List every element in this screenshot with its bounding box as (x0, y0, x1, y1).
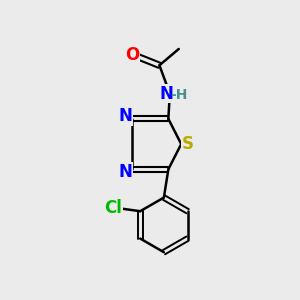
Text: N: N (119, 163, 133, 181)
Text: S: S (182, 135, 194, 153)
Text: O: O (125, 46, 139, 64)
Text: N: N (119, 107, 133, 125)
Text: N: N (159, 85, 173, 103)
Text: Cl: Cl (104, 199, 122, 217)
Text: -H: -H (170, 88, 188, 102)
